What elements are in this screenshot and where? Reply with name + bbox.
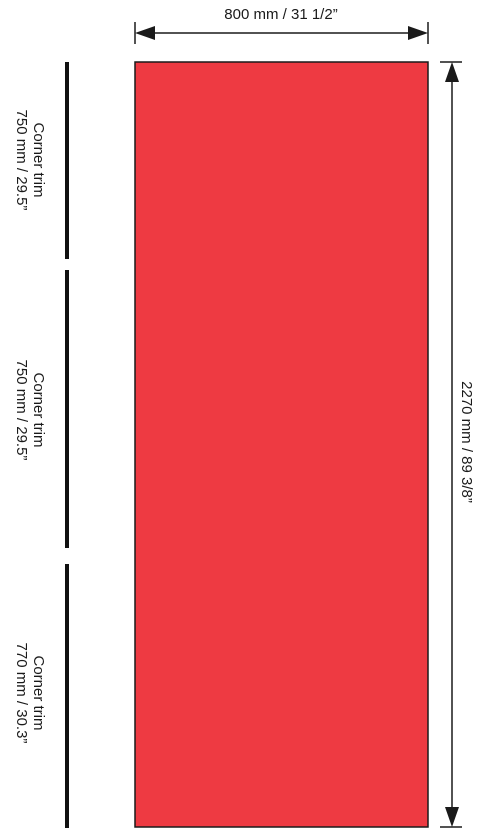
corner-trim-title: Corner trim xyxy=(30,655,47,731)
corner-trim-label-1: Corner trim 750 mm / 29.5” xyxy=(13,110,47,211)
width-dimension xyxy=(134,22,429,44)
corner-trim-bar-3 xyxy=(65,564,69,828)
height-dimension xyxy=(440,61,462,828)
width-arrow-right-icon xyxy=(408,26,428,40)
height-arrow-top-icon xyxy=(445,62,459,82)
corner-trim-size: 750 mm / 29.5” xyxy=(13,359,30,461)
width-arrow-left-icon xyxy=(135,26,155,40)
corner-trim-label-2: Corner trim 750 mm / 29.5” xyxy=(13,360,47,461)
corner-trim-bar-1 xyxy=(65,62,69,259)
corner-trim-size: 770 mm / 30.3” xyxy=(13,642,30,744)
corner-trim-label-3: Corner trim 770 mm / 30.3” xyxy=(13,643,47,744)
corner-trim-title: Corner trim xyxy=(30,372,47,448)
height-arrow-bottom-icon xyxy=(445,807,459,827)
red-panel xyxy=(134,61,429,828)
corner-trim-bar-2 xyxy=(65,270,69,548)
width-label: 800 mm / 31 1/2” xyxy=(224,6,338,23)
corner-trim-size: 750 mm / 29.5” xyxy=(13,109,30,211)
corner-trim-title: Corner trim xyxy=(30,122,47,198)
height-label: 2270 mm / 89 3/8” xyxy=(458,381,475,503)
